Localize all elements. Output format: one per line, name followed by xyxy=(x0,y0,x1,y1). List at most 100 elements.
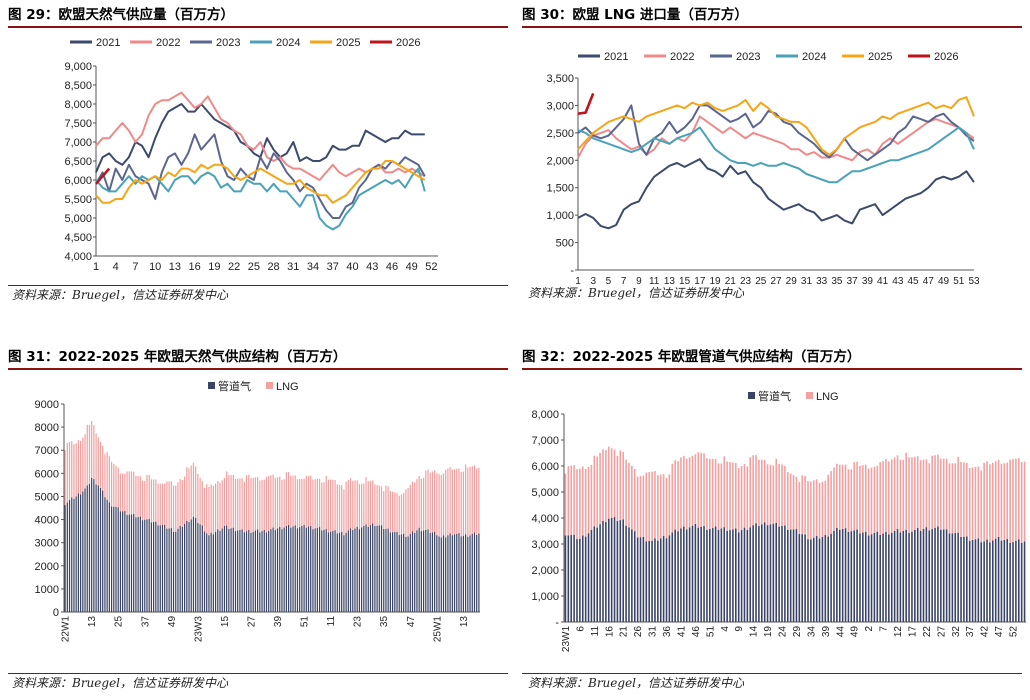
bar-pipe xyxy=(662,535,665,622)
bar-pipe xyxy=(237,530,239,612)
bar-pipe xyxy=(997,536,1000,622)
bar-pipe xyxy=(314,528,316,612)
x-tick-label: 22 xyxy=(922,626,933,638)
series-line-2024 xyxy=(577,126,975,184)
bar-pipe xyxy=(303,524,305,612)
bar-lng xyxy=(400,494,403,535)
bar-pipe xyxy=(812,537,815,622)
bar-pipe xyxy=(243,532,245,612)
bar-pipe xyxy=(259,532,261,612)
bar-pipe xyxy=(124,511,126,612)
bar-lng xyxy=(992,462,994,541)
bar-lng xyxy=(276,477,279,529)
bar-pipe xyxy=(172,531,175,612)
bar-lng xyxy=(243,481,245,533)
bar-lng xyxy=(1006,462,1009,540)
bar-lng xyxy=(867,468,870,536)
bar-lng xyxy=(237,478,239,531)
bar-lng xyxy=(827,474,829,537)
bar-pipe xyxy=(659,538,662,622)
bar-pipe xyxy=(989,542,991,622)
bar-lng xyxy=(784,466,786,526)
bar-lng xyxy=(369,480,372,526)
bar-pipe xyxy=(376,525,378,612)
bar-pipe xyxy=(966,536,968,622)
bar-lng xyxy=(631,465,633,530)
bar-pipe xyxy=(341,531,343,612)
x-tick-label: 11 xyxy=(326,616,337,627)
bar-lng xyxy=(636,476,639,538)
bar-lng xyxy=(870,467,873,535)
bar-lng xyxy=(161,483,164,525)
bar-pipe xyxy=(469,535,471,612)
x-tick-label: 23 xyxy=(353,616,364,628)
y-tick-label: 5000 xyxy=(35,491,59,503)
bar-pipe xyxy=(648,541,650,622)
bar-pipe xyxy=(199,524,201,612)
bar-pipe xyxy=(203,531,206,612)
bar-lng xyxy=(338,484,341,533)
y-tick-label: 2,000 xyxy=(531,565,559,577)
bar-lng xyxy=(71,441,73,498)
x-tick-label: 13 xyxy=(169,261,181,273)
bar-pipe xyxy=(605,522,607,622)
bar-pipe xyxy=(584,536,587,622)
bar-lng xyxy=(619,450,622,521)
y-tick-label: 4,000 xyxy=(531,513,559,525)
bar-pipe xyxy=(711,527,714,622)
bar-pipe xyxy=(385,528,387,612)
bar-pipe xyxy=(144,519,146,612)
bar-pipe xyxy=(870,534,873,622)
bar-pipe xyxy=(758,526,760,622)
bar-lng xyxy=(830,471,832,534)
bar-pipe xyxy=(86,485,88,612)
bar-pipe xyxy=(963,536,965,622)
bar-pipe xyxy=(980,542,983,622)
bar-lng xyxy=(945,458,948,530)
bar-lng xyxy=(336,484,338,534)
bar-pipe xyxy=(983,541,985,622)
bar-pipe xyxy=(400,534,403,612)
bar-lng xyxy=(372,480,374,524)
bar-pipe xyxy=(844,528,847,622)
bar-lng xyxy=(879,462,881,535)
x-tick-label: 34 xyxy=(307,261,319,273)
bar-pipe xyxy=(71,497,73,612)
bar-lng xyxy=(245,475,248,532)
bar-pipe xyxy=(856,529,858,622)
x-tick-label: 19 xyxy=(763,626,774,638)
bar-pipe xyxy=(179,525,181,612)
x-tick-label: 22W1 xyxy=(61,616,72,643)
bar-pipe xyxy=(476,534,478,612)
bar-lng xyxy=(772,465,775,524)
bar-lng xyxy=(192,462,195,517)
bar-pipe xyxy=(992,540,994,622)
bar-lng xyxy=(440,474,442,538)
bar-pipe xyxy=(119,511,122,612)
bar-lng xyxy=(986,461,988,540)
bar-pipe xyxy=(974,539,977,622)
bar-lng xyxy=(755,455,757,524)
legend-label-2023: 2023 xyxy=(736,51,760,63)
bar-pipe xyxy=(347,530,349,612)
bar-lng xyxy=(294,475,296,526)
legend-label-2025: 2025 xyxy=(868,51,892,63)
x-tick-label: 22 xyxy=(228,261,240,273)
bar-lng xyxy=(694,454,697,524)
bar-pipe xyxy=(367,526,369,612)
x-tick-label: 9 xyxy=(734,626,745,632)
bar-lng xyxy=(155,479,157,522)
x-tick-label: 53 xyxy=(968,276,980,287)
bar-pipe xyxy=(223,525,226,612)
bar-pipe xyxy=(135,517,137,612)
bar-lng xyxy=(299,479,301,528)
legend-swatch-pipe xyxy=(748,392,755,399)
bar-lng xyxy=(902,459,905,531)
bar-pipe xyxy=(91,477,93,612)
bar-lng xyxy=(931,455,933,530)
bar-lng xyxy=(709,458,711,530)
bar-lng xyxy=(166,481,168,529)
bar-pipe xyxy=(755,523,757,622)
y-tick-label: 2,000 xyxy=(546,155,574,167)
bar-lng xyxy=(75,443,77,497)
